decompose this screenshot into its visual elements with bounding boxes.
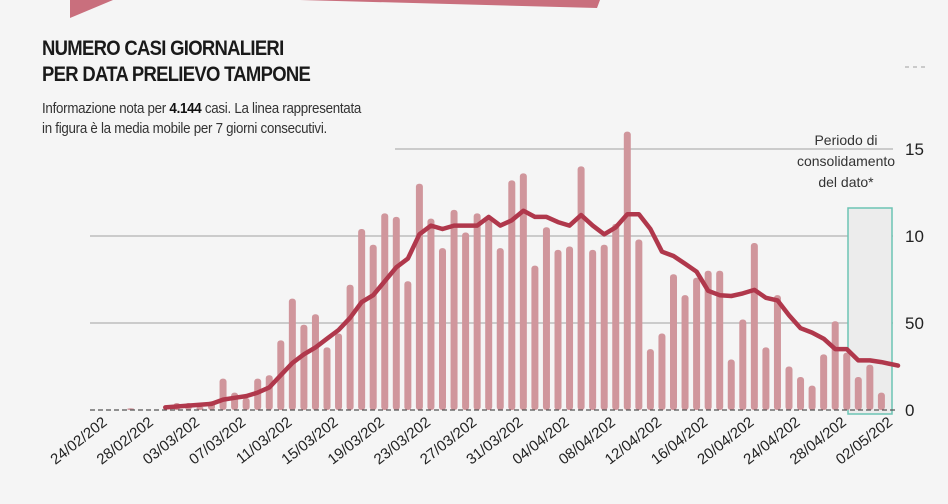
bar-26/03 (450, 209, 458, 410)
bar-21/04 (750, 242, 758, 410)
bar-18/04 (716, 270, 724, 410)
bar-11/04 (635, 239, 643, 410)
bar-13/03 (300, 324, 308, 410)
y-tick-label: 0 (905, 401, 914, 420)
note-line2: consolidamento (797, 153, 895, 169)
bar-16/04 (693, 277, 701, 410)
y-axis: 0 50 10 15 (905, 140, 924, 420)
bar-01/04 (519, 173, 527, 410)
y-tick-label: 10 (905, 227, 924, 246)
bar-04/03 (196, 406, 204, 410)
bar-15/04 (681, 295, 689, 410)
note-line3: del dato* (818, 174, 874, 190)
bar-02/05 (877, 392, 885, 410)
bar-10/04 (623, 131, 631, 410)
bar-30/04 (854, 376, 862, 410)
bar-31/03 (508, 180, 516, 410)
bar-02/04 (531, 265, 539, 410)
bars (127, 131, 885, 410)
bar-12/03 (288, 298, 296, 410)
subtitle-pre: Informazione nota per (42, 101, 170, 117)
bar-20/04 (739, 319, 747, 410)
bar-23/04 (773, 295, 781, 410)
bar-10/03 (265, 375, 273, 410)
bar-29/04 (843, 352, 851, 410)
bar-19/04 (727, 359, 735, 410)
bar-22/04 (762, 347, 770, 410)
bar-08/03 (242, 397, 250, 410)
title-line-1: NUMERO CASI GIORNALIERI (42, 37, 284, 60)
bar-16/03 (335, 333, 343, 410)
bar-24/04 (785, 366, 793, 410)
bar-15/03 (323, 347, 331, 410)
bar-25/03 (439, 248, 446, 410)
bar-24/03 (427, 218, 435, 410)
bar-05/04 (566, 246, 574, 410)
bar-03/04 (542, 227, 550, 410)
note-line1: Periodo di (814, 132, 877, 148)
bar-13/04 (658, 333, 666, 410)
bar-26/04 (808, 385, 816, 410)
bar-17/04 (704, 270, 712, 410)
title-line-2: PER DATA PRELIEVO TAMPONE (42, 63, 311, 86)
bar-04/04 (554, 249, 562, 410)
bar-22/03 (404, 281, 412, 410)
decor-band (300, 0, 600, 8)
y-tick-label: 15 (905, 140, 924, 159)
bar-14/04 (670, 274, 677, 410)
decor-triangle (70, 0, 113, 18)
bar-30/03 (496, 248, 504, 410)
y-tick-label: 50 (905, 314, 924, 333)
bar-28/04 (831, 321, 839, 410)
bar-27/03 (462, 232, 470, 410)
bar-12/04 (646, 349, 654, 410)
x-axis: 24/02/20228/02/20203/03/20207/03/20211/0… (47, 414, 895, 468)
bar-17/03 (346, 284, 354, 410)
bar-27/04 (820, 354, 828, 410)
chart-title: NUMERO CASI GIORNALIERI PER DATA PRELIEV… (42, 36, 311, 88)
bar-28/03 (473, 213, 481, 410)
bar-06/03 (219, 378, 227, 410)
bar-09/04 (612, 223, 620, 410)
bar-29/03 (485, 216, 493, 410)
bar-18/03 (358, 229, 366, 410)
bar-01/05 (866, 364, 874, 410)
bar-23/03 (415, 183, 423, 410)
bar-21/03 (392, 216, 400, 410)
bar-08/04 (600, 244, 608, 410)
bar-06/04 (577, 166, 585, 410)
bar-07/04 (589, 249, 597, 410)
bar-14/03 (311, 314, 319, 410)
case-count: 4.144 (169, 101, 202, 117)
moving-average-line (163, 208, 901, 410)
bar-25/04 (797, 376, 805, 410)
consolidation-note: Periodo di consolidamento del dato* (797, 132, 895, 190)
subtitle-post: casi. La linea rappresentata in figura è… (42, 101, 362, 137)
bar-20/03 (381, 213, 389, 410)
chart-subtitle: Informazione nota per 4.144 casi. La lin… (42, 99, 373, 139)
bar-19/03 (369, 244, 377, 410)
